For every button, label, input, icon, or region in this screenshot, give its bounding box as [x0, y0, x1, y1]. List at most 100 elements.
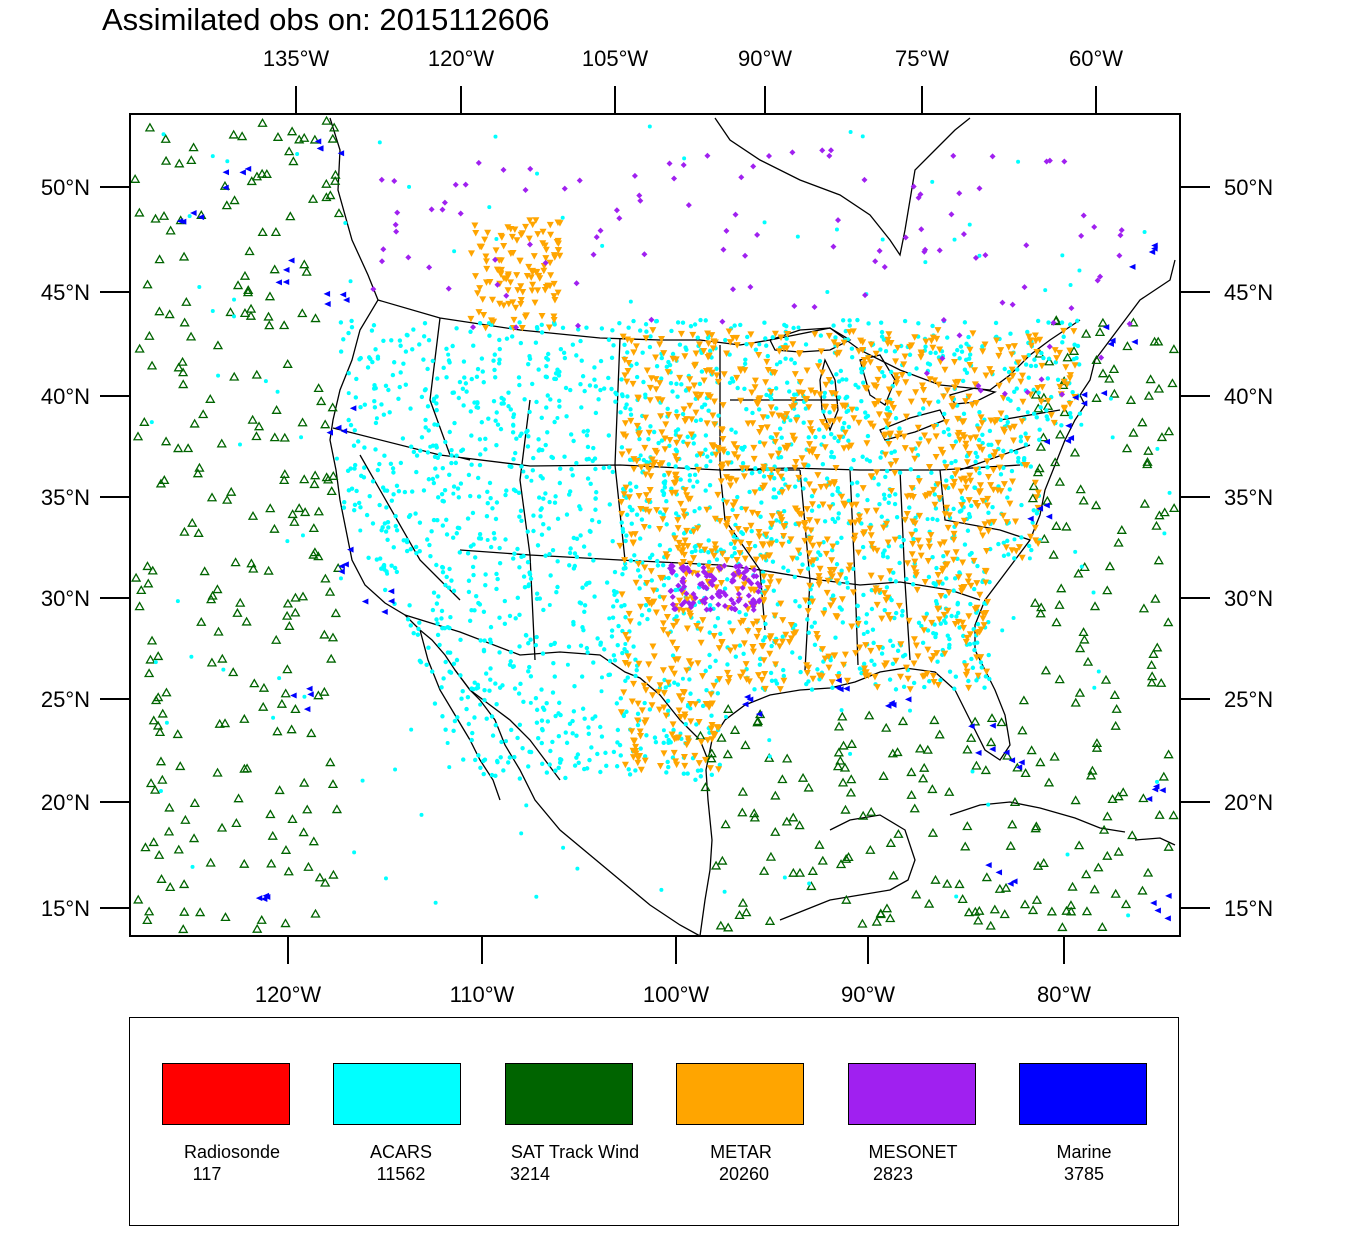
metar-marker: [683, 527, 691, 535]
metar-marker: [806, 441, 814, 448]
acars-marker: [925, 361, 931, 366]
sat-wind-marker: [228, 129, 239, 139]
acars-marker: [718, 631, 723, 637]
metar-marker: [625, 448, 633, 455]
acars-marker: [373, 420, 379, 426]
metar-marker: [962, 398, 970, 405]
metar-marker: [675, 539, 683, 547]
legend-label: Radiosonde: [183, 1142, 281, 1162]
sat-wind-marker: [187, 517, 198, 527]
acars-marker: [635, 568, 641, 573]
sat-wind-marker: [246, 558, 257, 568]
sat-wind-marker: [1145, 374, 1156, 384]
acars-marker: [433, 466, 438, 471]
acars-marker: [1016, 459, 1021, 464]
marine-marker: [1100, 390, 1108, 397]
acars-marker: [544, 374, 550, 380]
acars-marker: [197, 285, 202, 290]
metar-marker: [518, 325, 526, 332]
acars-marker: [452, 249, 457, 254]
metar-marker: [720, 448, 728, 456]
acars-marker: [439, 616, 444, 621]
metar-marker: [1066, 375, 1074, 382]
acars-marker: [524, 803, 529, 808]
acars-marker: [382, 453, 387, 458]
acars-marker: [430, 358, 436, 364]
acars-marker: [435, 632, 441, 638]
sat-wind-marker: [226, 486, 237, 496]
metar-marker: [882, 597, 890, 604]
acars-marker: [548, 748, 553, 754]
acars-marker: [423, 387, 428, 392]
acars-marker: [494, 500, 500, 505]
metar-marker: [625, 494, 633, 501]
marine-marker: [1151, 245, 1158, 252]
acars-marker: [161, 132, 166, 137]
metar-marker: [925, 538, 933, 545]
acars-marker: [949, 613, 954, 619]
metar-marker: [733, 374, 741, 382]
acars-marker: [454, 453, 459, 458]
metar-marker: [692, 350, 700, 357]
metar-marker: [638, 707, 646, 714]
acars-marker: [694, 453, 700, 458]
mesonet-marker: [739, 584, 746, 591]
metar-marker: [958, 588, 966, 595]
metar-marker: [822, 550, 830, 558]
acars-marker: [588, 481, 593, 487]
legend-item-sat-track-wind: SAT Track Wind 3214: [505, 1018, 665, 1225]
acars-marker: [727, 620, 732, 625]
acars-marker: [570, 718, 575, 724]
acars-marker: [488, 666, 493, 671]
metar-marker: [867, 341, 875, 348]
metar-marker: [972, 466, 980, 474]
sat-wind-marker: [954, 879, 965, 889]
acars-marker: [732, 323, 737, 328]
acars-marker: [440, 714, 445, 719]
acars-marker: [285, 539, 290, 544]
metar-marker: [554, 219, 562, 227]
sat-wind-marker: [188, 833, 200, 843]
acars-marker: [626, 767, 631, 772]
acars-marker: [633, 768, 638, 773]
left-axis-ticks: [100, 186, 130, 909]
sat-wind-marker: [160, 436, 172, 446]
acars-marker: [647, 124, 652, 129]
sat-wind-marker: [287, 509, 298, 519]
acars-marker: [1009, 468, 1015, 474]
mesonet-marker: [613, 207, 620, 214]
metar-marker: [677, 330, 685, 338]
acars-marker: [877, 501, 882, 507]
metar-marker: [814, 472, 822, 479]
acars-marker: [572, 563, 578, 569]
acars-marker: [557, 398, 562, 404]
metar-marker: [882, 660, 890, 667]
acars-marker: [807, 600, 812, 606]
acars-marker: [483, 436, 488, 442]
acars-marker: [628, 299, 633, 304]
acars-marker: [553, 713, 558, 719]
sat-wind-marker: [909, 803, 920, 813]
acars-marker: [562, 454, 567, 459]
acars-marker: [1045, 376, 1051, 381]
metar-marker: [934, 681, 942, 689]
metar-marker: [683, 667, 691, 674]
acars-marker: [878, 455, 883, 460]
sat-wind-marker: [130, 174, 141, 183]
mesonet-marker: [732, 211, 739, 218]
sat-wind-marker: [866, 806, 877, 816]
acars-marker: [620, 571, 625, 577]
mesonet-marker: [393, 228, 400, 235]
acars-marker: [539, 726, 545, 732]
metar-marker: [674, 517, 682, 524]
acars-marker: [164, 720, 169, 725]
metar-marker: [907, 492, 915, 500]
acars-marker: [611, 588, 617, 594]
acars-marker: [528, 576, 534, 581]
sat-wind-marker: [737, 786, 749, 796]
metar-marker: [634, 394, 642, 402]
metar-marker: [763, 424, 771, 431]
metar-marker: [791, 464, 799, 472]
metar-marker: [507, 279, 515, 286]
sat-wind-marker: [1097, 368, 1109, 378]
